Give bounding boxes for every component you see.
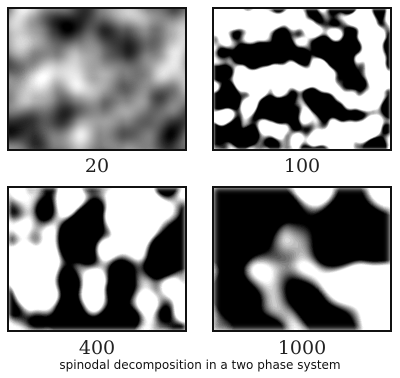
phase-texture <box>9 188 185 330</box>
microstructure-panel-step-100 <box>212 7 392 151</box>
microstructure-panel-step-400 <box>7 186 187 332</box>
figure-caption: spinodal decomposition in a two phase sy… <box>59 358 341 372</box>
microstructure-panel-step-20 <box>7 7 187 151</box>
time-step-label-100: 100 <box>283 155 321 177</box>
phase-texture <box>9 9 185 149</box>
time-step-label-400: 400 <box>78 337 116 359</box>
phase-texture <box>214 188 390 330</box>
time-step-label-20: 20 <box>84 155 110 177</box>
microstructure-panel-step-1000 <box>212 186 392 332</box>
phase-texture <box>214 9 390 149</box>
time-step-label-1000: 1000 <box>277 337 327 359</box>
